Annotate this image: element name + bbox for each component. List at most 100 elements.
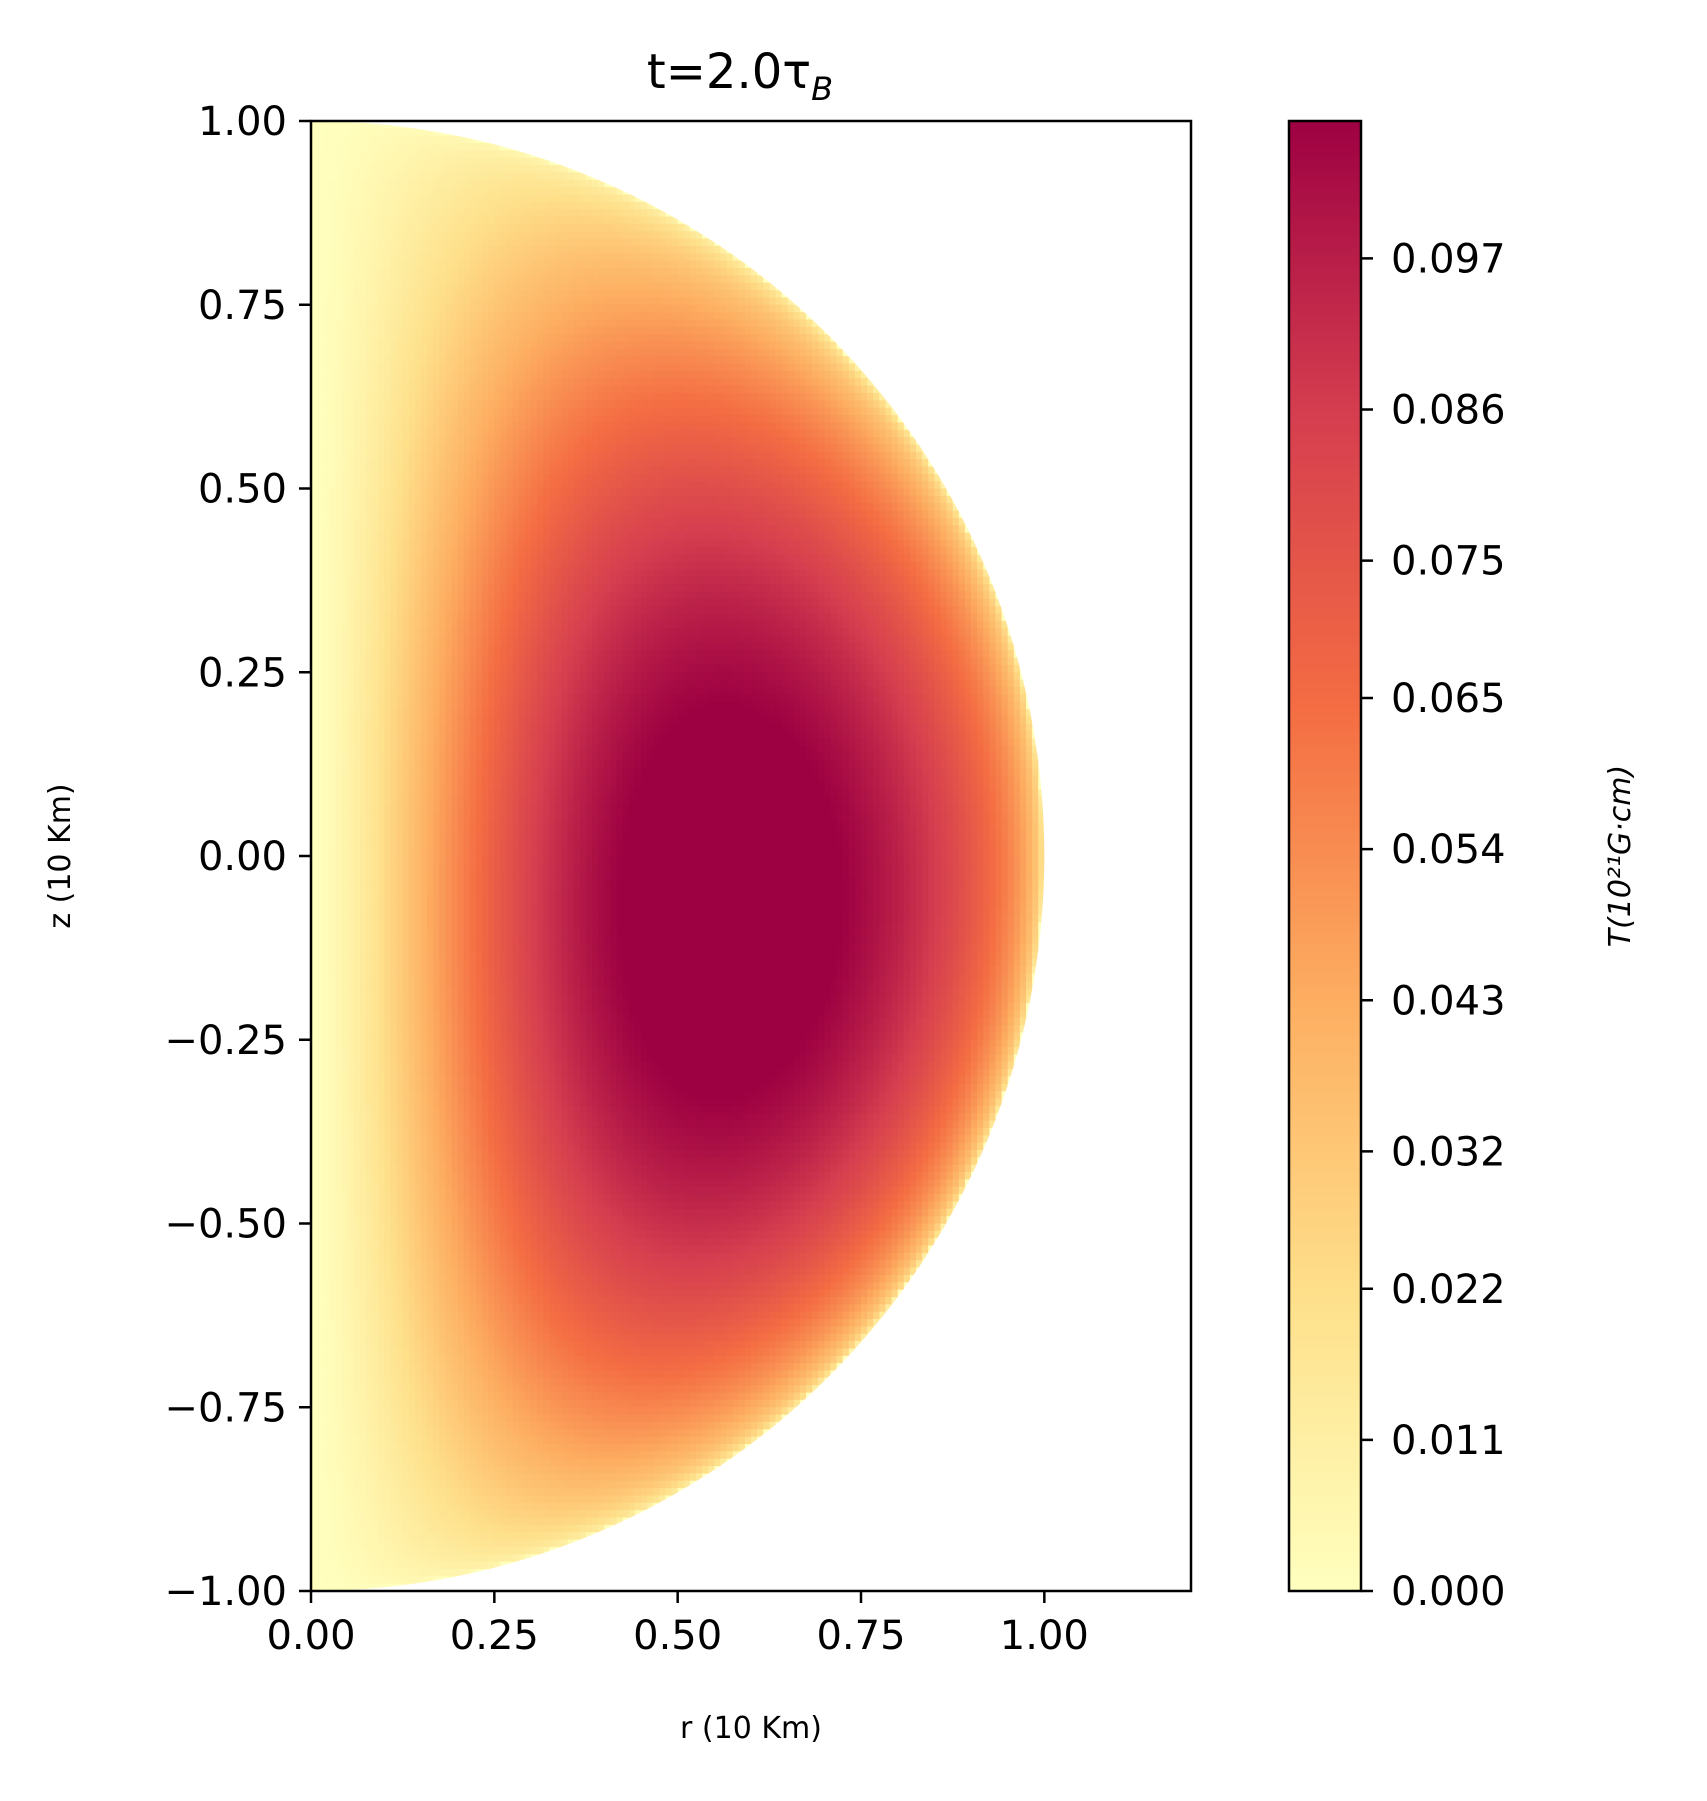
heatmap-cell <box>439 525 446 533</box>
heatmap-cell <box>445 731 452 739</box>
heatmap-cell <box>390 1473 397 1481</box>
heatmap-cell <box>433 408 440 416</box>
heatmap-cell <box>329 1040 336 1048</box>
heatmap-cell <box>372 1341 379 1349</box>
heatmap-cell <box>458 393 465 401</box>
heatmap-cell <box>329 386 336 394</box>
heatmap-cell <box>427 547 434 555</box>
heatmap-cell <box>415 702 422 710</box>
heatmap-cell <box>317 290 324 298</box>
heatmap-cell <box>409 386 416 394</box>
heatmap-cell <box>384 1201 391 1209</box>
heatmap-cell <box>439 621 446 629</box>
heatmap-cell <box>452 628 459 636</box>
heatmap-cell <box>397 613 404 621</box>
heatmap-cell <box>354 408 361 416</box>
heatmap-cell <box>409 724 416 732</box>
heatmap-cell <box>390 1429 397 1437</box>
heatmap-cell <box>415 930 422 938</box>
heatmap-cell <box>360 966 367 974</box>
heatmap-cell <box>427 437 434 445</box>
heatmap-cell <box>445 709 452 717</box>
heatmap-cell <box>360 1569 367 1577</box>
heatmap-cell <box>421 422 428 430</box>
heatmap-cell <box>317 1297 324 1305</box>
heatmap-cell <box>421 1246 428 1254</box>
heatmap-cell <box>372 393 379 401</box>
heatmap-cell <box>390 1047 397 1055</box>
heatmap-cell <box>427 900 434 908</box>
heatmap-cell <box>378 1481 385 1489</box>
heatmap-cell <box>427 1326 434 1334</box>
heatmap-cell <box>390 275 397 283</box>
heatmap-cell <box>366 1268 373 1276</box>
heatmap-cell <box>348 239 355 247</box>
heatmap-cell <box>323 768 330 776</box>
heatmap-cell <box>452 1187 459 1195</box>
heatmap-cell <box>317 1194 324 1202</box>
heatmap-cell <box>458 1371 465 1379</box>
heatmap-cell <box>342 1304 349 1312</box>
heatmap-cell <box>409 694 416 702</box>
heatmap-cell <box>354 1275 361 1283</box>
heatmap-cell <box>433 555 440 563</box>
heatmap-cell <box>427 224 434 232</box>
heatmap-cell <box>342 275 349 283</box>
heatmap-cell <box>452 378 459 386</box>
heatmap-cell <box>335 569 342 577</box>
heatmap-cell <box>372 577 379 585</box>
heatmap-cell <box>342 1525 349 1533</box>
heatmap-cell <box>323 900 330 908</box>
heatmap-cell <box>342 1077 349 1085</box>
heatmap-cell <box>348 775 355 783</box>
heatmap-cell <box>366 1084 373 1092</box>
heatmap-cell <box>366 937 373 945</box>
heatmap-cell <box>427 1268 434 1276</box>
heatmap-cell <box>433 1378 440 1386</box>
heatmap-cell <box>390 356 397 364</box>
heatmap-cell <box>452 1503 459 1511</box>
heatmap-cell <box>421 305 428 313</box>
heatmap-cell <box>317 885 324 893</box>
heatmap-cell <box>403 628 410 636</box>
heatmap-cell <box>348 503 355 511</box>
heatmap-cell <box>384 1084 391 1092</box>
heatmap-cell <box>427 511 434 519</box>
heatmap-cell <box>372 1415 379 1423</box>
heatmap-cell <box>421 283 428 291</box>
heatmap-cell <box>372 1481 379 1489</box>
heatmap-cell <box>415 650 422 658</box>
heatmap-cell <box>360 878 367 886</box>
heatmap-cell <box>360 334 367 342</box>
heatmap-cell <box>342 268 349 276</box>
heatmap-cell <box>403 709 410 717</box>
heatmap-cell <box>421 1187 428 1195</box>
heatmap-cell <box>384 621 391 629</box>
heatmap-cell <box>329 1106 336 1114</box>
heatmap-cell <box>439 746 446 754</box>
heatmap-cell <box>427 1121 434 1129</box>
heatmap-cell <box>421 1260 428 1268</box>
heatmap-cell <box>427 621 434 629</box>
heatmap-cell <box>378 297 385 305</box>
heatmap-cell <box>458 525 465 533</box>
heatmap-cell <box>360 444 367 452</box>
heatmap-cell <box>439 1165 446 1173</box>
heatmap-cell <box>366 981 373 989</box>
heatmap-cell <box>403 1165 410 1173</box>
heatmap-cell <box>323 283 330 291</box>
heatmap-cell <box>317 158 324 166</box>
heatmap-cell <box>354 1393 361 1401</box>
heatmap-cell <box>421 1069 428 1077</box>
heatmap-cell <box>342 1393 349 1401</box>
heatmap-cell <box>360 165 367 173</box>
heatmap-cell <box>378 834 385 842</box>
heatmap-cell <box>342 1253 349 1261</box>
heatmap-cell <box>329 1488 336 1496</box>
heatmap-cell <box>439 150 446 158</box>
heatmap-cell <box>409 988 416 996</box>
heatmap-cell <box>372 1260 379 1268</box>
heatmap-cell <box>421 1143 428 1151</box>
heatmap-cell <box>458 1297 465 1305</box>
heatmap-cell <box>342 1106 349 1114</box>
